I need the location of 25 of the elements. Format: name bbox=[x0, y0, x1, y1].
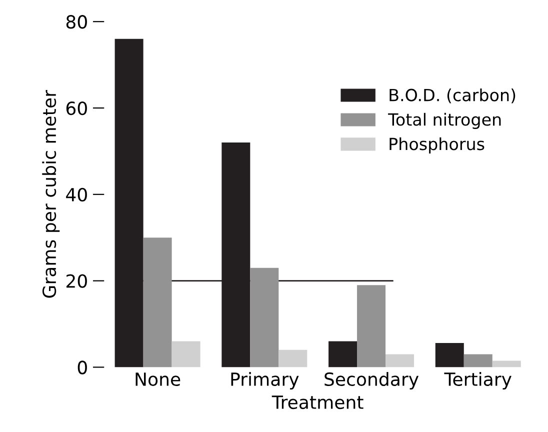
y-axis-title: Grams per cubic meter bbox=[42, 90, 60, 298]
bar bbox=[143, 238, 172, 368]
x-tick-label: Tertiary bbox=[444, 372, 512, 390]
bar bbox=[464, 354, 492, 368]
bar bbox=[386, 354, 414, 368]
y-tick-label: 40 bbox=[66, 188, 87, 202]
legend-label: B.O.D. (carbon) bbox=[390, 88, 516, 104]
x-tick-label: Primary bbox=[231, 372, 299, 390]
bar bbox=[172, 341, 200, 368]
bar bbox=[250, 268, 279, 368]
bar bbox=[328, 341, 358, 368]
y-tick-label: 0 bbox=[78, 360, 87, 374]
legend-label: Total nitrogen bbox=[388, 112, 501, 130]
bar bbox=[278, 350, 308, 368]
bar bbox=[435, 343, 464, 368]
y-tick-label: 20 bbox=[66, 274, 87, 288]
x-tick-label: None bbox=[136, 372, 180, 386]
bar bbox=[114, 38, 144, 368]
legend-label: Phosphorus bbox=[390, 137, 484, 154]
bar bbox=[492, 360, 521, 368]
x-tick-label: Secondary bbox=[324, 372, 419, 390]
y-tick-label: 80 bbox=[66, 15, 87, 29]
y-tick-label: 60 bbox=[66, 101, 87, 116]
x-axis-title: Treatment bbox=[272, 396, 364, 410]
bar bbox=[357, 285, 386, 368]
